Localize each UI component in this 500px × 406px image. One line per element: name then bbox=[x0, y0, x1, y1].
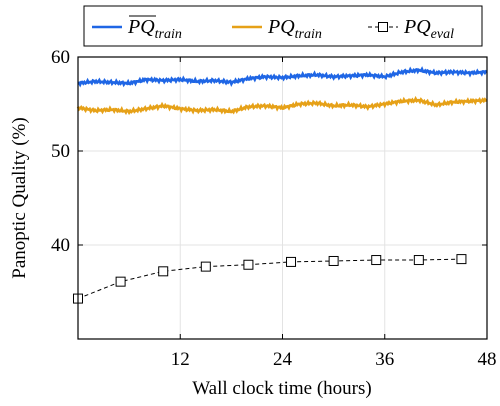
grid bbox=[78, 57, 487, 339]
x-tick-label: 12 bbox=[171, 349, 190, 370]
data-point bbox=[329, 256, 338, 265]
y-axis-title: Panoptic Quality (%) bbox=[9, 117, 30, 278]
data-point bbox=[457, 255, 466, 264]
x-tick-label: 48 bbox=[478, 349, 497, 370]
data-point bbox=[372, 256, 381, 265]
x-tick-label: 36 bbox=[375, 349, 394, 370]
series-line-2 bbox=[78, 259, 461, 299]
data-point bbox=[287, 257, 296, 266]
ticks: 40 50 60 12 24 36 48 bbox=[51, 47, 497, 370]
series-layer bbox=[74, 69, 488, 303]
y-tick-label: 50 bbox=[51, 141, 70, 162]
x-tick-label: 24 bbox=[273, 349, 293, 370]
x-axis-title: Wall clock time (hours) bbox=[192, 378, 371, 399]
legend-marker bbox=[379, 23, 388, 32]
y-tick-label: 40 bbox=[51, 235, 70, 256]
data-point bbox=[201, 262, 210, 271]
data-point bbox=[414, 256, 423, 265]
data-point bbox=[159, 267, 168, 276]
y-tick-label: 60 bbox=[51, 47, 70, 68]
data-point bbox=[116, 277, 125, 286]
data-point bbox=[244, 260, 253, 269]
legend: PQtrain PQtrain PQeval bbox=[84, 6, 482, 46]
